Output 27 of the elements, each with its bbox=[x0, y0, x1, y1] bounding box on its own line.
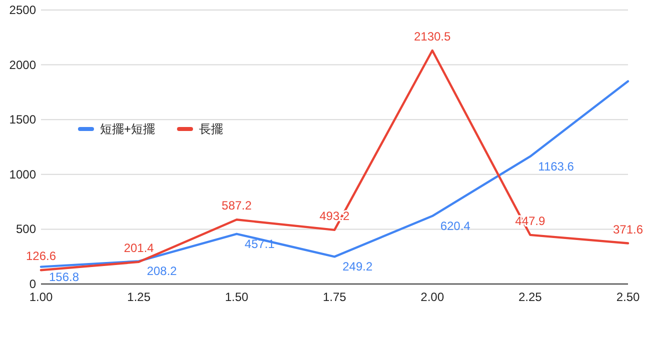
y-tick-label: 1500 bbox=[9, 112, 36, 127]
x-tick-label: 1.00 bbox=[29, 290, 53, 304]
x-tick-label: 1.50 bbox=[224, 290, 249, 304]
x-tick-label: 2.25 bbox=[518, 290, 542, 304]
legend-item: 長擺 bbox=[177, 122, 224, 136]
y-tick-label: 2000 bbox=[9, 58, 36, 72]
data-label: 126.6 bbox=[26, 249, 56, 264]
data-label: 201.4 bbox=[124, 240, 154, 255]
data-label: 249.2 bbox=[342, 260, 373, 274]
data-label: 1163.6 bbox=[538, 159, 574, 174]
x-tick-label: 1.25 bbox=[127, 290, 151, 304]
y-tick-label: 0 bbox=[29, 277, 36, 291]
data-label: 587.2 bbox=[222, 198, 252, 213]
y-tick-label: 2500 bbox=[9, 3, 36, 17]
legend-item: 短擺+短擺 bbox=[78, 122, 156, 136]
legend-label: 長擺 bbox=[199, 122, 224, 136]
data-label: 620.4 bbox=[440, 219, 471, 234]
y-tick-label: 1000 bbox=[9, 167, 36, 182]
y-tick-label: 500 bbox=[16, 222, 36, 236]
legend-label: 短擺+短擺 bbox=[100, 122, 156, 136]
x-tick-label: 2.00 bbox=[420, 290, 444, 304]
data-label: 156.8 bbox=[49, 270, 80, 284]
data-label: 208.2 bbox=[146, 264, 178, 278]
data-label: 371.6 bbox=[612, 222, 644, 236]
x-tick-label: 1.75 bbox=[322, 290, 346, 304]
x-tick-label: 2.50 bbox=[616, 290, 640, 304]
data-label: 2130.5 bbox=[414, 29, 452, 44]
